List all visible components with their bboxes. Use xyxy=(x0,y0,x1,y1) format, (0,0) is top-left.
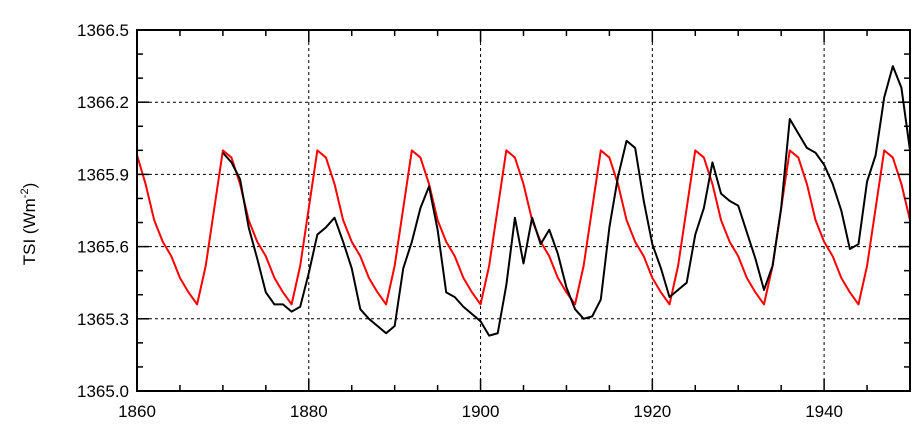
x-tick-label-1900: 1900 xyxy=(462,402,500,421)
grid-lines xyxy=(137,30,910,391)
axis-ticks xyxy=(136,29,911,392)
red-series-line xyxy=(136,149,911,306)
y-axis-label-close: ) xyxy=(20,183,39,189)
y-tick-label-1366.5: 1366.5 xyxy=(77,21,129,40)
y-axis-label: TSI (Wm-2) xyxy=(19,183,39,266)
y-axis-label-text: TSI (Wm xyxy=(20,198,39,265)
black-series-line xyxy=(222,65,911,337)
y-tick-label-1365.0: 1365.0 xyxy=(77,382,129,401)
plot-frame xyxy=(136,29,911,392)
y-axis-label-superscript: -2 xyxy=(19,188,31,198)
x-tick-label-1880: 1880 xyxy=(290,402,328,421)
tick-labels: 1860 1880 1900 1920 1940 1365.0 1365.3 1365.6 13… xyxy=(77,21,843,421)
x-tick-label-1860: 1860 xyxy=(118,402,156,421)
x-tick-label-1940: 1940 xyxy=(805,402,843,421)
series-lines xyxy=(136,65,911,337)
y-tick-label-1366.2: 1366.2 xyxy=(77,93,129,112)
y-tick-label-1365.9: 1365.9 xyxy=(77,165,129,184)
y-tick-label-1365.3: 1365.3 xyxy=(77,310,129,329)
y-tick-label-1365.6: 1365.6 xyxy=(77,238,129,257)
x-tick-label-1920: 1920 xyxy=(633,402,671,421)
